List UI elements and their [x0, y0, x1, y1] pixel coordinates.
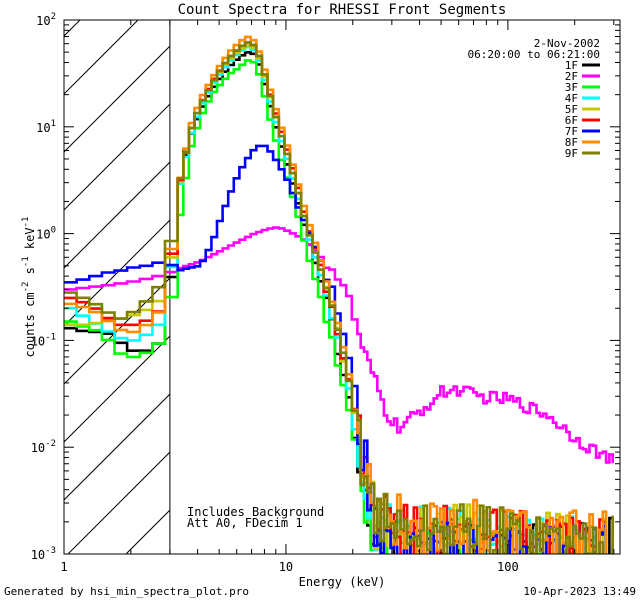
series-line-4F	[64, 45, 614, 554]
y-tick-label: 10-2	[31, 439, 56, 455]
legend-label-5F: 5F	[565, 103, 578, 116]
y-tick-exponent: 1	[51, 119, 56, 129]
hatch-line	[64, 103, 171, 211]
legend-label-2F: 2F	[565, 70, 578, 83]
y-tick-base: 10	[36, 14, 50, 28]
y-tick-base: 10	[31, 334, 45, 348]
y-tick-label: 102	[36, 12, 56, 28]
y-tick-exponent: 0	[51, 226, 56, 236]
y-tick-exponent: -2	[45, 439, 56, 449]
y-tick-base: 10	[31, 548, 45, 562]
legend-time-range: 06:20:00 to 06:21:00	[468, 48, 600, 61]
x-tick-label: 10	[279, 560, 293, 574]
plot-frame	[63, 19, 621, 555]
hatch-line	[125, 509, 171, 554]
footer-timestamp: 10-Apr-2023 13:49	[523, 585, 636, 598]
y-tick-exponent: 2	[51, 12, 56, 22]
series-line-2F	[64, 226, 614, 464]
hatch-line	[64, 161, 171, 269]
legend-label-8F: 8F	[565, 136, 578, 149]
series-group	[64, 35, 614, 554]
series-line-1F	[64, 51, 614, 554]
hatch-line	[64, 393, 171, 501]
hatch-line	[64, 219, 171, 327]
hatch-line	[67, 451, 171, 554]
hatch-line	[64, 20, 81, 37]
y-label-part-1: counts cm	[23, 292, 37, 357]
footer-generated-by: Generated by hsi_min_spectra_plot.pro	[4, 585, 249, 598]
y-tick-exponent: -3	[45, 546, 56, 556]
x-tick-label: 100	[497, 560, 519, 574]
chart-title: Count Spectra for RHESSI Front Segments	[178, 2, 507, 18]
y-tick-label: 10-1	[31, 332, 56, 348]
annotation-attenuator: Att A0, FDecim 1	[187, 516, 303, 530]
hatch-line	[64, 335, 171, 443]
legend-label-3F: 3F	[565, 81, 578, 94]
y-tick-label: 101	[36, 119, 56, 135]
x-axis-label: Energy (keV)	[299, 575, 386, 589]
y-label-part-2: s	[23, 267, 37, 281]
legend-label-9F: 9F	[565, 147, 578, 160]
legend-label-6F: 6F	[565, 114, 578, 127]
legend-label-1F: 1F	[565, 59, 578, 72]
y-axis-label: counts cm-2 s-1 keV-1	[21, 217, 37, 358]
legend-label-4F: 4F	[565, 92, 578, 105]
y-tick-base: 10	[36, 228, 50, 242]
y-tick-base: 10	[31, 441, 45, 455]
hatch-line	[64, 45, 171, 153]
x-tick-label: 1	[60, 560, 67, 574]
y-label-exp-2: -1	[21, 256, 31, 267]
y-tick-exponent: -1	[45, 332, 56, 342]
series-line-9F	[64, 41, 614, 554]
y-label-exp-3: -1	[21, 217, 31, 228]
legend-date: 2-Nov-2002	[534, 37, 600, 50]
legend-label-7F: 7F	[565, 125, 578, 138]
y-tick-base: 10	[36, 121, 50, 135]
y-label-part-3: keV	[23, 227, 37, 256]
y-tick-label: 100	[36, 226, 56, 242]
y-label-exp-1: -2	[21, 282, 31, 293]
series-line-8F	[64, 35, 614, 554]
hatch-line	[64, 20, 139, 95]
y-tick-label: 10-3	[31, 546, 56, 562]
annotation-background: Includes Background	[187, 505, 324, 519]
series-line-5F	[64, 44, 608, 554]
